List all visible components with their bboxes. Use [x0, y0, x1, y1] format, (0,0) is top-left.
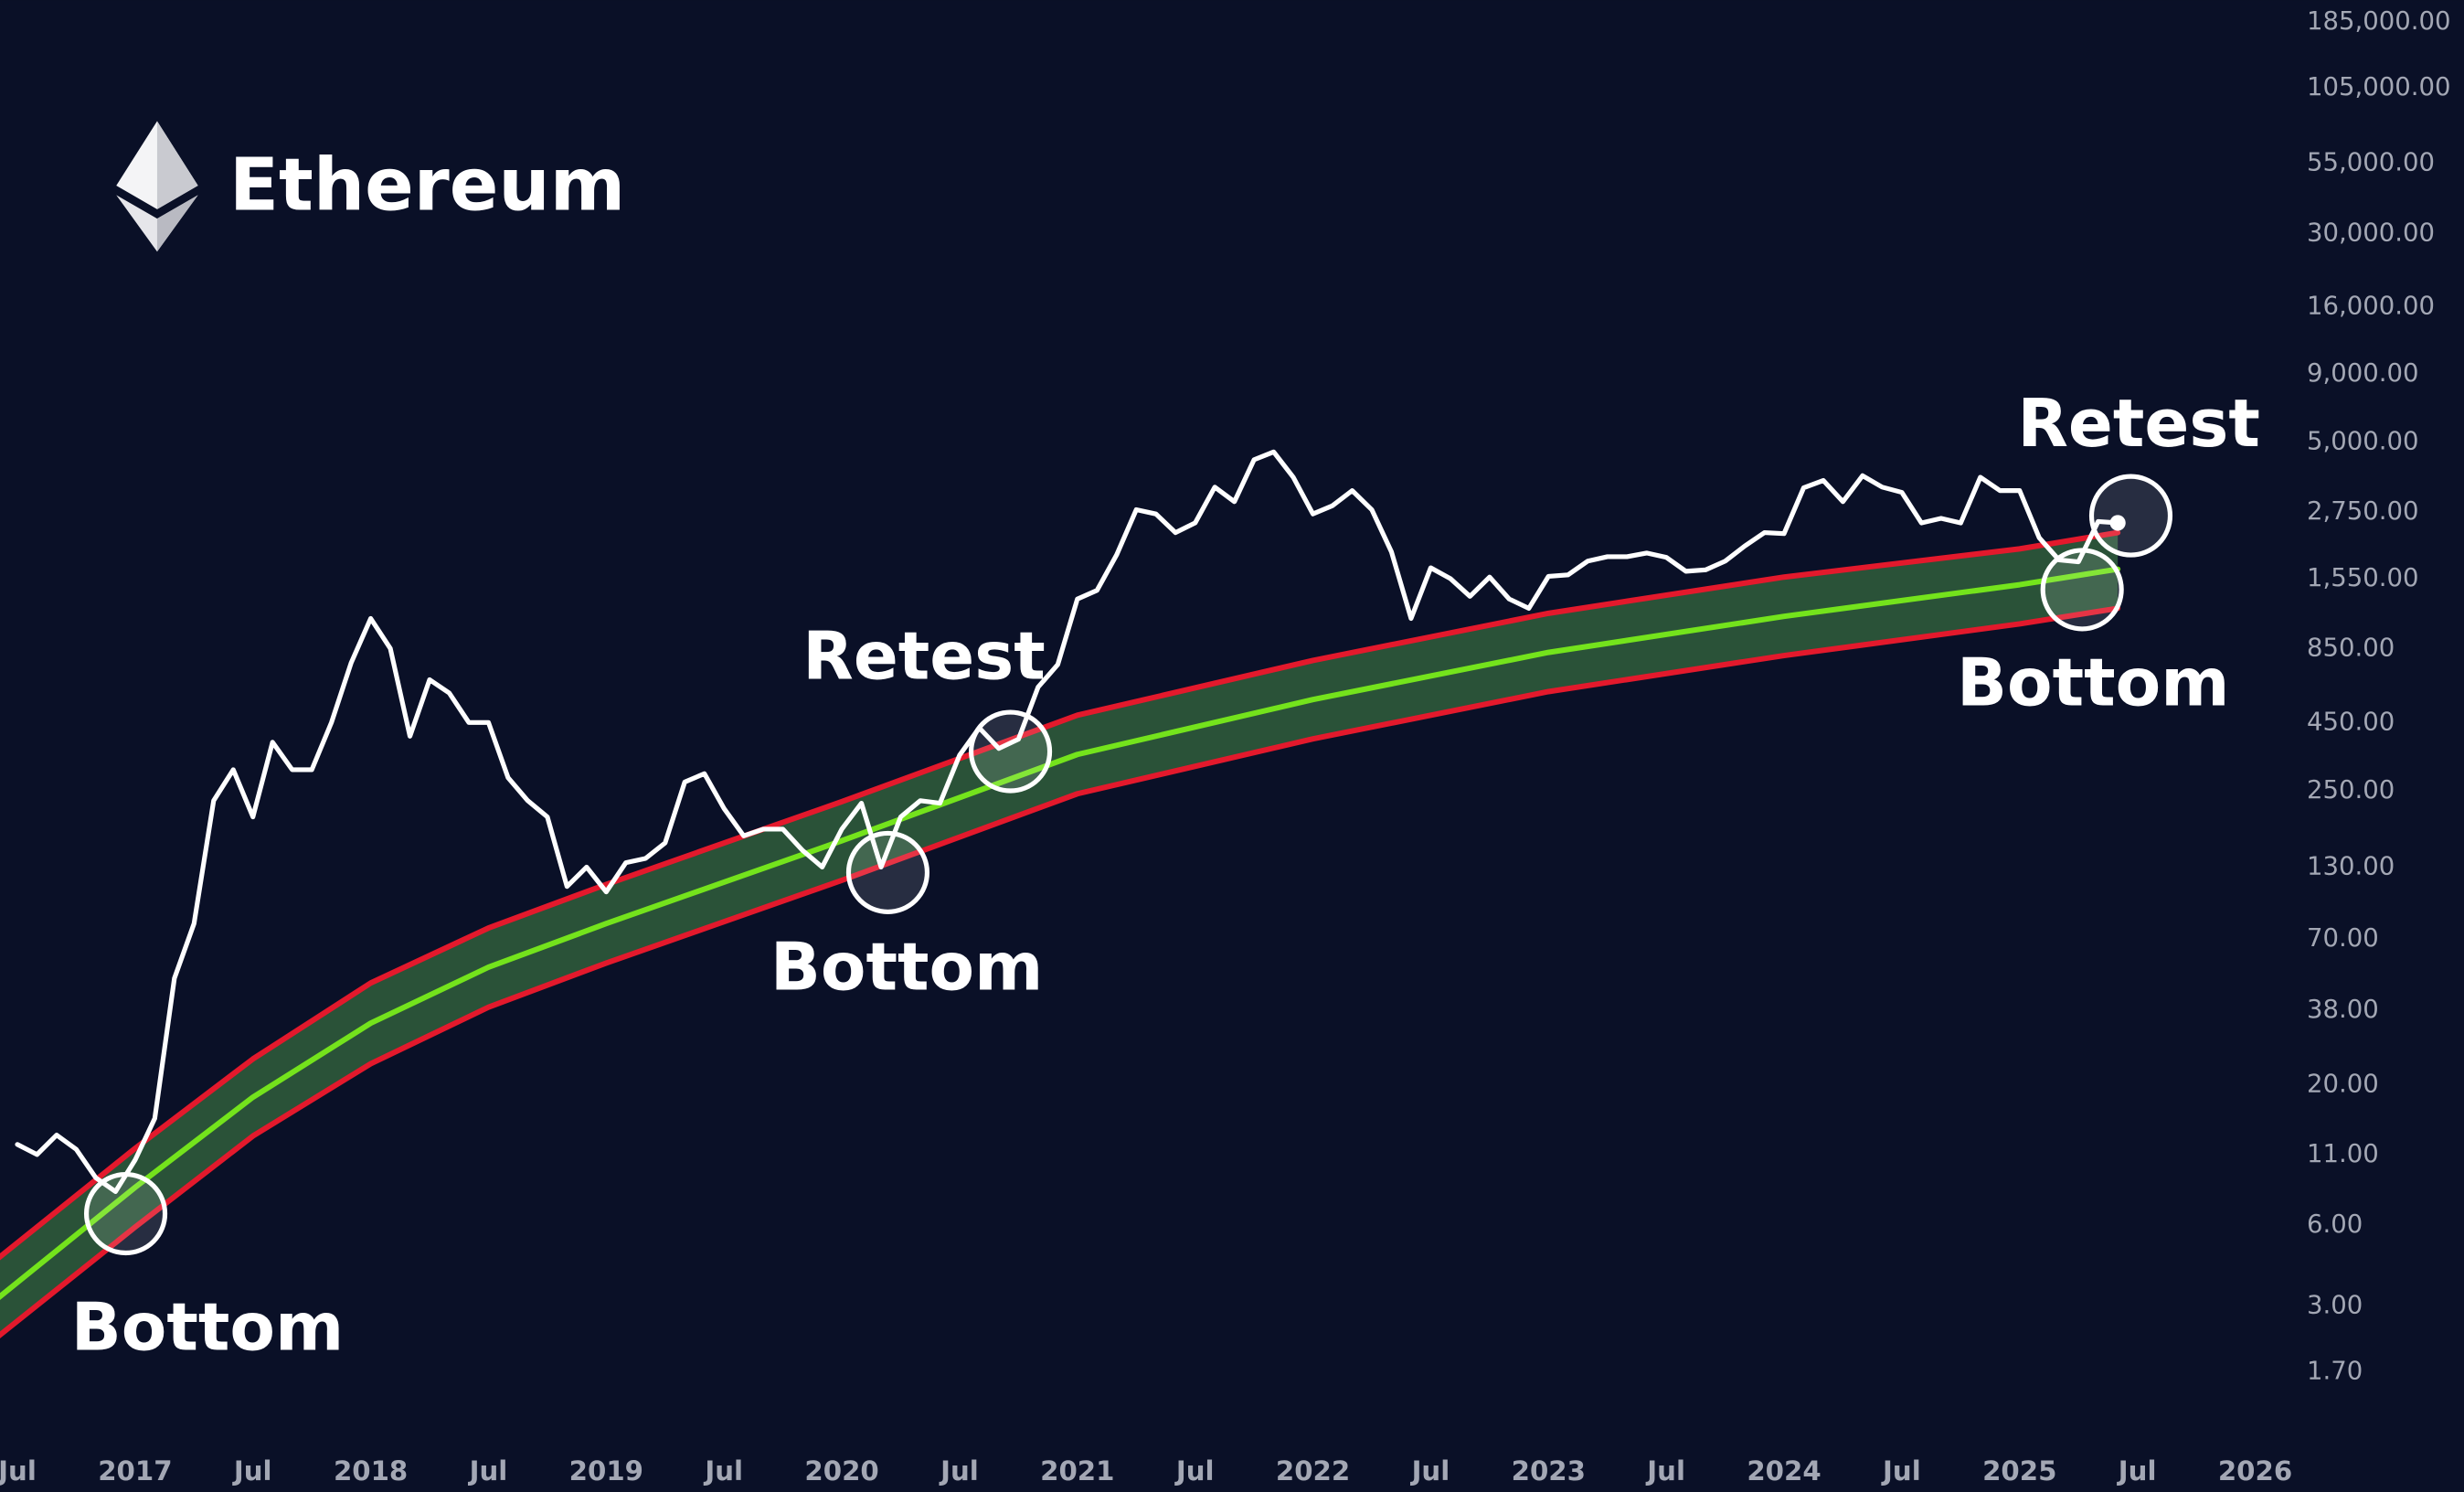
annotation-circle — [83, 1171, 168, 1256]
x-tick-label: Jul — [1410, 1455, 1450, 1487]
band-fill — [0, 532, 2119, 1336]
y-tick-label: 20.00 — [2307, 1070, 2379, 1099]
x-tick-label: 2019 — [569, 1455, 643, 1487]
y-tick-label: 70.00 — [2307, 923, 2379, 953]
x-tick-label: 2022 — [1276, 1455, 1350, 1487]
y-tick-label: 105,000.00 — [2307, 72, 2450, 101]
x-tick-label: 2024 — [1747, 1455, 1821, 1487]
x-tick-label: Jul — [0, 1455, 37, 1487]
x-tick-label: Jul — [1645, 1455, 1685, 1487]
annotation-circle — [969, 709, 1053, 794]
x-tick-label: 2025 — [1982, 1455, 2056, 1487]
logo — [116, 121, 198, 252]
annotation-label: Retest — [802, 618, 1046, 695]
x-tick-label: Jul — [232, 1455, 272, 1487]
annotation-label: Retest — [2017, 386, 2260, 463]
last-point — [2109, 515, 2126, 531]
series-layer — [0, 449, 2121, 1339]
chart-title: Ethereum — [229, 144, 625, 228]
x-tick-label: Jul — [468, 1455, 508, 1487]
annotation-label: Bottom — [1957, 645, 2230, 722]
y-tick-label: 1.70 — [2307, 1357, 2363, 1386]
y-tick-label: 850.00 — [2307, 633, 2395, 662]
y-tick-label: 3.00 — [2307, 1290, 2363, 1319]
y-tick-label: 130.00 — [2307, 851, 2395, 880]
band-line — [0, 529, 2121, 1261]
y-tick-label: 11.00 — [2307, 1139, 2379, 1168]
band-line — [0, 605, 2121, 1339]
y-tick-label: 6.00 — [2307, 1210, 2363, 1239]
annotation-circle — [2040, 548, 2124, 632]
y-tick-label: 185,000.00 — [2307, 6, 2450, 36]
x-tick-label: 2023 — [1512, 1455, 1586, 1487]
x-tick-label: Jul — [1174, 1455, 1215, 1487]
x-tick-label: Jul — [939, 1455, 979, 1487]
y-tick-label: 5,000.00 — [2307, 427, 2418, 456]
y-tick-label: 38.00 — [2307, 995, 2379, 1024]
x-tick-label: Jul — [1881, 1455, 1921, 1487]
price-line — [15, 449, 2120, 1194]
annotation-circle — [2088, 474, 2173, 558]
plot-area: 185,000.00 105,000.00 55,000.00 30,000.00 16… — [0, 6, 2451, 1487]
y-tick-label: 55,000.00 — [2307, 147, 2435, 176]
y-tick-label: 9,000.00 — [2307, 358, 2418, 388]
y-tick-label: 30,000.00 — [2307, 218, 2435, 248]
y-tick-label: 2,750.00 — [2307, 496, 2418, 526]
y-tick-label: 250.00 — [2307, 775, 2395, 805]
annotation-label: Bottom — [770, 930, 1044, 1007]
logo-top-shade — [156, 121, 198, 209]
y-tick-label: 16,000.00 — [2307, 292, 2435, 321]
x-tick-label: 2018 — [334, 1455, 408, 1487]
x-tick-label: 2017 — [98, 1455, 172, 1487]
x-tick-label: 2026 — [2218, 1455, 2292, 1487]
y-tick-label: 450.00 — [2307, 707, 2395, 736]
x-tick-label: Jul — [703, 1455, 743, 1487]
annotation-circle — [845, 830, 930, 914]
y-tick-label: 1,550.00 — [2307, 563, 2418, 592]
annotation-label: Bottom — [71, 1289, 345, 1366]
x-tick-label: Jul — [2117, 1455, 2157, 1487]
x-tick-label: 2021 — [1040, 1455, 1114, 1487]
band-line — [0, 566, 2121, 1300]
x-tick-label: 2020 — [804, 1455, 878, 1487]
